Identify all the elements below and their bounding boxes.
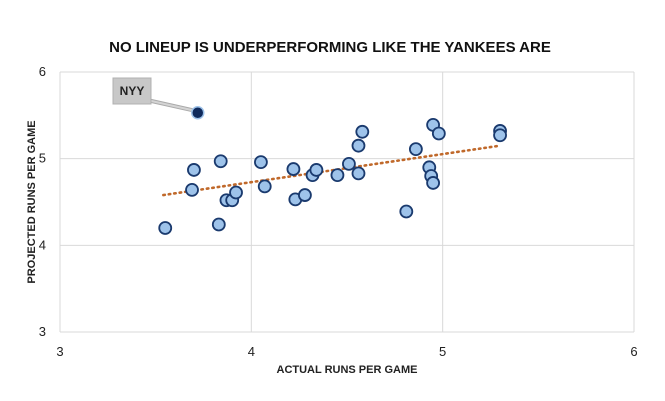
callout-label-box [112, 77, 152, 105]
nyy-callout: NYY [112, 77, 205, 120]
trendline [162, 144, 502, 197]
scatter-point [399, 204, 414, 219]
x-tick-label: 5 [439, 344, 446, 359]
scatter-point [286, 162, 301, 176]
trendline-path [162, 144, 502, 197]
scatter-point [158, 221, 173, 235]
y-tick-label: 6 [39, 64, 46, 79]
scatter-point [309, 163, 324, 177]
scatter-point [493, 128, 507, 143]
scatter-point [431, 126, 446, 141]
scatter-point [187, 163, 201, 177]
scatter-point [298, 188, 312, 202]
scatter-point [253, 155, 268, 170]
y-tick-label: 3 [39, 324, 46, 339]
x-tick-label: 6 [630, 344, 637, 359]
tick-labels: 3 4 5 6 3 4 5 6 [39, 64, 638, 359]
scatter-point [211, 217, 226, 232]
scatter-point [351, 166, 366, 181]
scatter-point [185, 182, 199, 197]
gridlines [59, 71, 635, 333]
scatter-point [408, 142, 423, 157]
chart-title: NO LINEUP IS UNDERPERFORMING LIKE THE YA… [109, 39, 551, 56]
x-axis-label: ACTUAL RUNS PER GAME [277, 364, 418, 376]
scatter-point [213, 154, 228, 169]
scatter-point [342, 156, 356, 171]
scatter-point [426, 176, 441, 190]
x-tick-label: 3 [56, 344, 63, 359]
x-tick-label: 4 [248, 344, 255, 359]
scatter-point [229, 185, 243, 200]
scatter-point [330, 168, 345, 183]
callout-label: NYY [120, 84, 145, 98]
callout-leader-inner [146, 99, 196, 112]
y-tick-label: 5 [39, 151, 46, 166]
y-axis-label: PROJECTED RUNS PER GAME [26, 120, 38, 283]
data-points [158, 117, 507, 235]
nyy-point [191, 105, 205, 120]
y-tick-label: 4 [39, 237, 46, 252]
scatter-point [355, 124, 370, 139]
scatter-point [257, 179, 272, 194]
scatter-point [351, 138, 366, 153]
